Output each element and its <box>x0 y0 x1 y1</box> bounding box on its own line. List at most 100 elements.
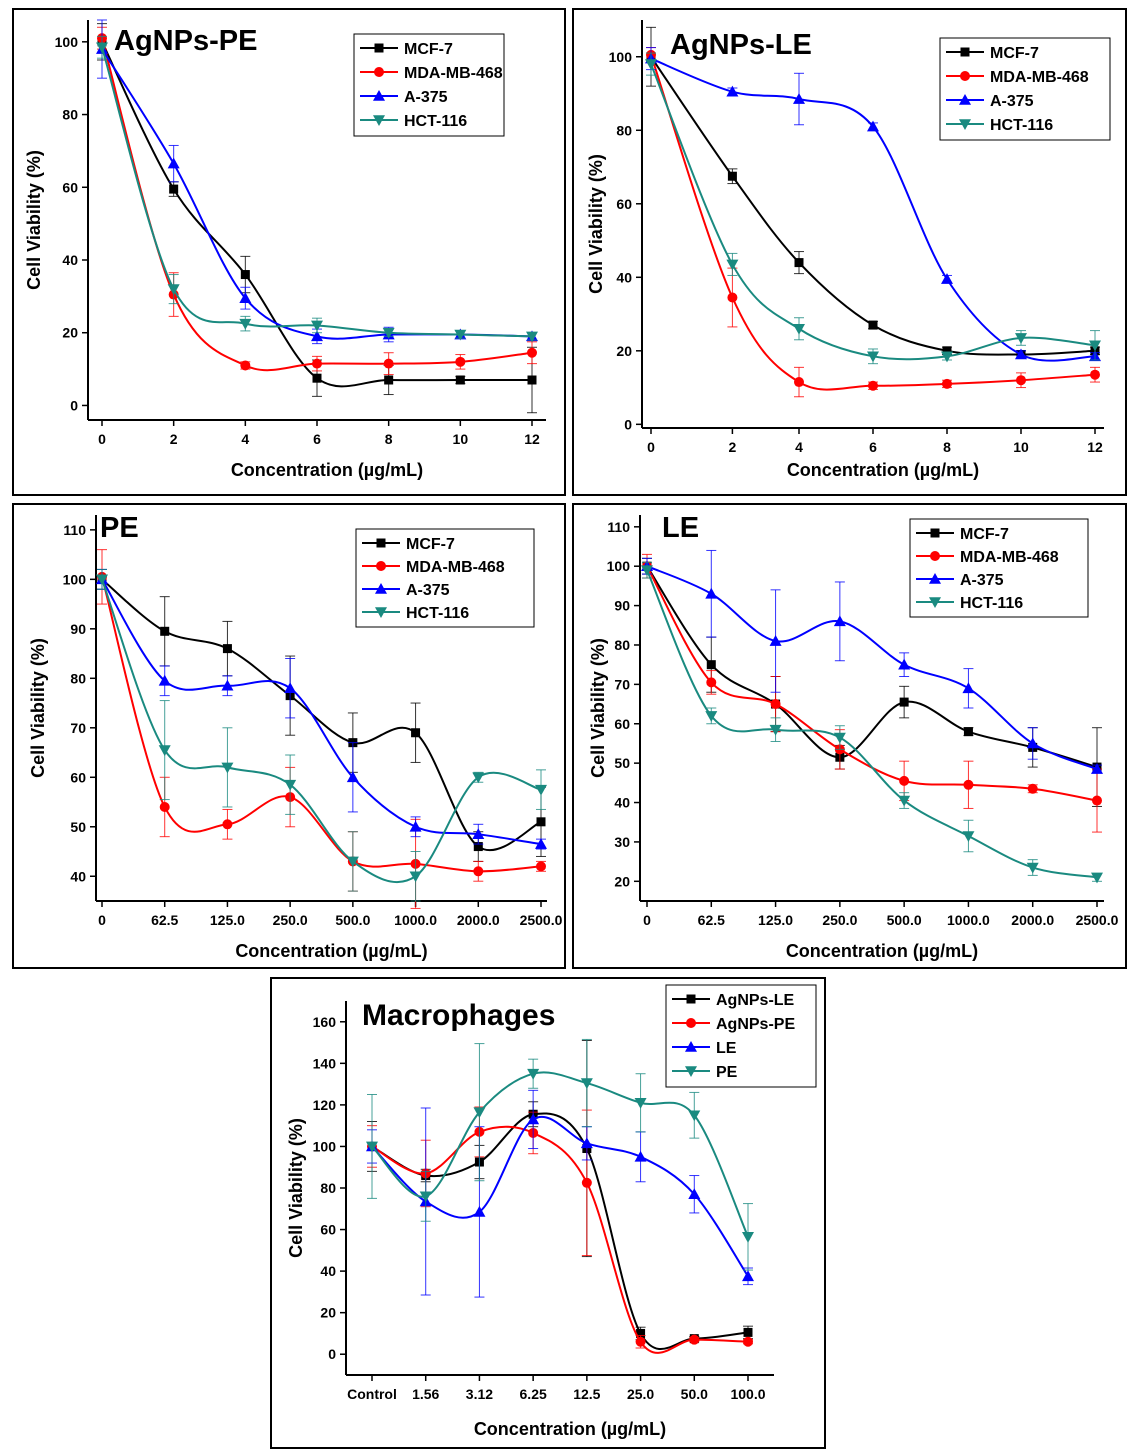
data-point <box>641 565 653 577</box>
y-axis-label: Cell Viability (%) <box>24 150 44 290</box>
x-tick-label: 12.5 <box>573 1386 600 1402</box>
data-point <box>1092 795 1102 806</box>
y-tick-label: 70 <box>70 720 86 736</box>
x-tick-label: 4 <box>241 431 249 447</box>
data-point <box>686 1018 696 1028</box>
x-tick-label: 50.0 <box>681 1386 708 1402</box>
data-point <box>959 94 971 105</box>
y-tick-label: 60 <box>614 716 630 732</box>
data-point <box>634 1150 647 1162</box>
data-point <box>169 184 179 194</box>
y-tick-label: 30 <box>614 834 630 850</box>
y-tick-label: 80 <box>614 637 630 653</box>
x-tick-label: 2000.0 <box>457 912 500 928</box>
data-point <box>455 356 466 367</box>
legend-label: HCT-116 <box>406 605 469 622</box>
data-point <box>409 871 422 883</box>
data-point <box>411 728 421 738</box>
x-tick-label: 12 <box>524 431 540 447</box>
legend-label: MDA-MB-468 <box>404 65 503 82</box>
data-point <box>742 1270 754 1282</box>
x-tick-label: Control <box>347 1386 397 1402</box>
data-point <box>1089 340 1101 352</box>
legend-label: PE <box>716 1064 738 1081</box>
legend-label: AgNPs-LE <box>716 992 795 1009</box>
y-tick-label: 120 <box>313 1097 337 1113</box>
y-tick-label: 80 <box>320 1180 336 1196</box>
y-tick-label: 20 <box>616 343 632 359</box>
y-tick-label: 110 <box>607 519 630 535</box>
data-point <box>311 330 323 342</box>
data-point <box>706 677 717 688</box>
y-tick-label: 100 <box>609 49 633 65</box>
data-point <box>959 119 971 130</box>
data-point <box>726 259 739 271</box>
chart-panel-agnps-pe: 0 20 40 60 80 100 0 2 4 6 8 10 12 Concentration (µg/m… <box>12 8 566 496</box>
legend-label: A-375 <box>404 89 448 106</box>
data-point <box>473 1107 486 1119</box>
data-point <box>867 120 879 132</box>
y-axis-label: Cell Viability (%) <box>586 154 606 294</box>
y-tick-label: 100 <box>63 571 87 587</box>
data-point <box>239 318 252 330</box>
chart-title: AgNPs-LE <box>670 29 812 61</box>
legend-label: MDA-MB-468 <box>990 69 1089 86</box>
data-point <box>942 346 952 356</box>
data-point <box>527 347 537 358</box>
chart-svg: 0 20 40 60 80 100 0 2 4 6 8 10 12 Concentration (µg/m… <box>24 19 546 480</box>
data-point <box>705 587 718 599</box>
y-tick-label: 40 <box>70 868 86 884</box>
series-line <box>101 41 532 388</box>
data-point <box>867 351 879 363</box>
x-tick-label: 6 <box>313 431 321 447</box>
data-point <box>942 378 952 389</box>
data-point <box>472 772 485 784</box>
data-point <box>898 795 911 807</box>
data-point <box>960 47 970 57</box>
x-tick-label: 10 <box>1013 439 1029 455</box>
data-point <box>96 574 108 586</box>
x-tick-label: 250.0 <box>273 912 308 928</box>
y-tick-label: 60 <box>616 196 632 212</box>
chart-svg: 0 20 40 60 80 100 120 140 160 Control 1.56 3.12 6.25… <box>286 984 817 1439</box>
legend-label: MCF-7 <box>406 536 455 553</box>
data-point <box>312 358 322 369</box>
data-point <box>963 779 974 790</box>
data-point <box>454 329 467 341</box>
data-point <box>536 861 546 872</box>
series-a-375 <box>641 549 1103 774</box>
y-tick-label: 40 <box>614 795 630 811</box>
data-point <box>929 597 941 608</box>
data-point <box>685 1066 697 1077</box>
series-mcf-7 <box>97 23 537 414</box>
x-tick-label: 500.0 <box>335 912 370 928</box>
data-point <box>473 1205 486 1217</box>
y-tick-label: 20 <box>62 325 78 341</box>
data-point <box>222 644 232 654</box>
series-line <box>646 565 1098 770</box>
data-point <box>239 292 252 303</box>
data-point <box>383 358 394 369</box>
data-point <box>473 866 484 877</box>
y-tick-label: 110 <box>63 522 86 538</box>
legend-label: MDA-MB-468 <box>960 549 1059 566</box>
x-axis-label: Concentration (µg/mL) <box>235 941 427 961</box>
data-point <box>769 724 782 736</box>
data-point <box>221 762 234 774</box>
y-tick-label: 70 <box>614 676 630 692</box>
data-point <box>742 1232 754 1243</box>
y-tick-label: 90 <box>70 621 86 637</box>
data-point <box>929 573 941 584</box>
x-tick-label: 0 <box>643 912 651 928</box>
data-point <box>221 679 234 691</box>
x-tick-label: 3.12 <box>466 1386 493 1402</box>
chart-title: Macrophages <box>362 999 555 1032</box>
series-agnps-pe <box>367 1106 753 1354</box>
data-point <box>472 828 485 839</box>
y-tick-label: 60 <box>70 769 86 785</box>
legend-label: LE <box>716 1040 737 1057</box>
data-point <box>527 375 537 385</box>
series-line <box>371 1112 749 1351</box>
x-tick-label: 125.0 <box>758 912 793 928</box>
x-tick-label: 1.56 <box>412 1386 439 1402</box>
